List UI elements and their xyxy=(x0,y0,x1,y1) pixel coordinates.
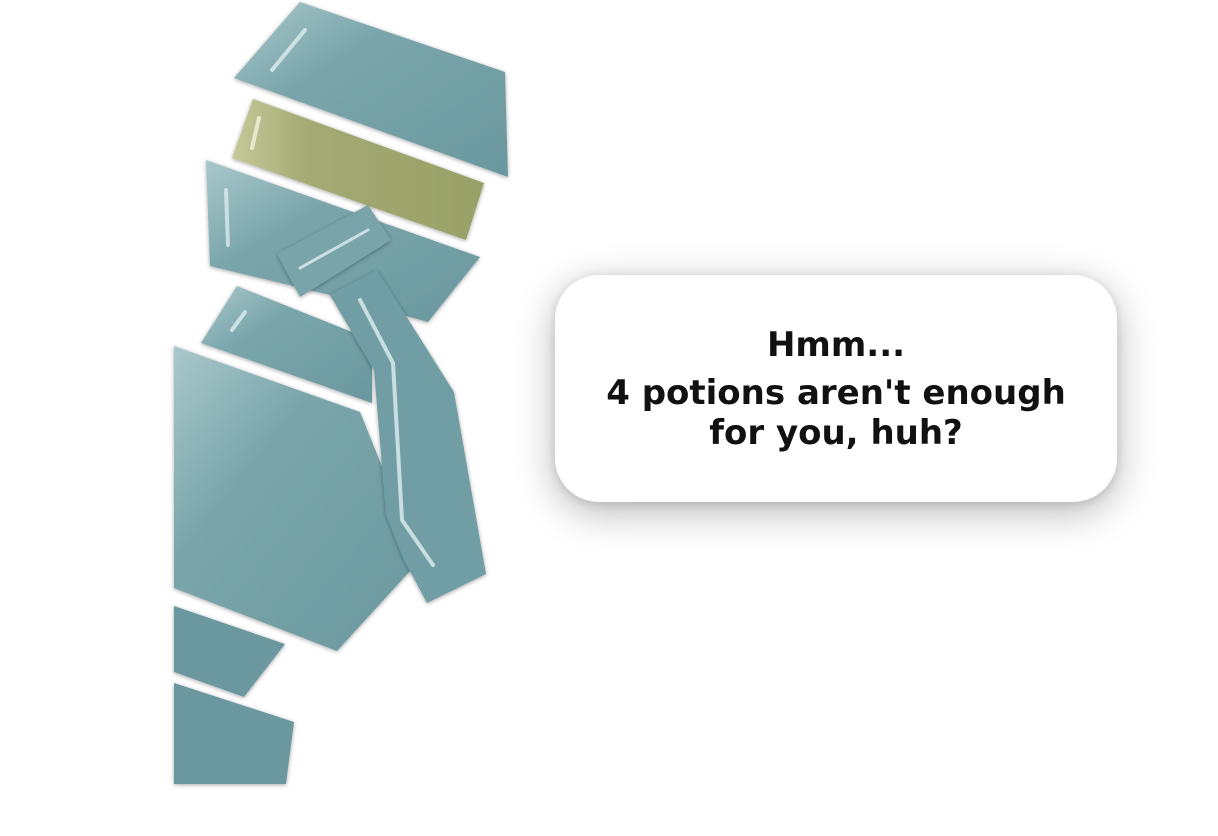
dialogue-line-1: Hmm... xyxy=(766,324,906,365)
robot-leg xyxy=(174,683,294,784)
dialogue-line-2: 4 potions aren't enough xyxy=(606,372,1066,413)
robot-hat xyxy=(234,2,508,177)
robot-torso xyxy=(174,346,420,651)
dialogue-line-3: for you, huh? xyxy=(709,412,963,453)
robot-visor xyxy=(232,99,484,240)
robot-arm xyxy=(330,270,486,603)
speech-bubble: Hmm... 4 potions aren't enough for you, … xyxy=(555,275,1117,502)
robot-belt xyxy=(174,606,285,697)
robot-hand xyxy=(277,205,391,297)
